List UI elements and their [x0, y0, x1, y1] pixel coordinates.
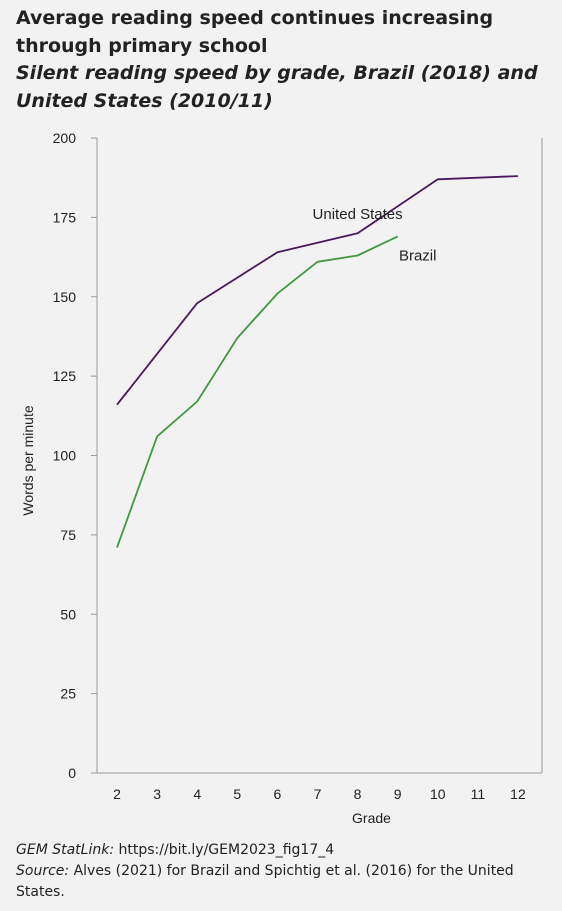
series-line-brazil [116, 235, 399, 548]
statlink-url[interactable]: https://bit.ly/GEM2023_fig17_4 [118, 842, 335, 858]
x-tick-label: 4 [193, 786, 201, 802]
line-chart: 0 25 50 75 100 125 150 175 200 2 3 4 5 6 7 8 9 10 11 12 Grad… [20, 130, 543, 826]
source-text: Alves (2021) for Brazil and Spichtig et … [16, 863, 514, 900]
chart-title: Average reading speed continues increasi… [16, 7, 494, 57]
x-tick-label: 10 [430, 786, 446, 802]
y-tick-label: 50 [60, 606, 76, 622]
x-axis-title: Grade [352, 810, 391, 826]
x-tick-label: 8 [354, 786, 362, 802]
y-tick-label: 0 [68, 765, 76, 781]
x-tick-label: 6 [274, 786, 282, 802]
series-label-united-states: United States [313, 206, 403, 223]
x-tick-label: 12 [510, 786, 526, 802]
x-tick-label: 5 [233, 786, 241, 802]
statlink-line: GEM StatLink: https://bit.ly/GEM2023_fig… [16, 840, 551, 861]
source-label: Source: [16, 863, 70, 879]
statlink-label: GEM StatLink: [16, 842, 115, 858]
y-tick-label: 150 [53, 289, 77, 305]
series-line-united-states [116, 175, 518, 406]
source-line: Source: Alves (2021) for Brazil and Spic… [16, 861, 551, 903]
y-tick-label: 175 [53, 209, 77, 225]
y-tick-label: 125 [53, 368, 77, 384]
x-tick-label: 11 [471, 786, 486, 802]
chart-footer: GEM StatLink: https://bit.ly/GEM2023_fig… [16, 840, 551, 903]
chart-subtitle: Silent reading speed by grade, Brazil (2… [16, 62, 538, 112]
x-tick-label: 9 [394, 786, 402, 802]
y-tick-label: 200 [53, 130, 77, 146]
x-tick-label: 7 [314, 786, 322, 802]
x-tick-label: 3 [153, 786, 161, 802]
y-tick-label: 25 [60, 686, 76, 702]
y-tick-label: 100 [53, 448, 77, 464]
y-tick-label: 75 [60, 527, 76, 543]
x-tick-label: 2 [113, 786, 121, 802]
series-label-brazil: Brazil [399, 247, 437, 264]
y-axis-title: Words per minute [20, 405, 36, 515]
